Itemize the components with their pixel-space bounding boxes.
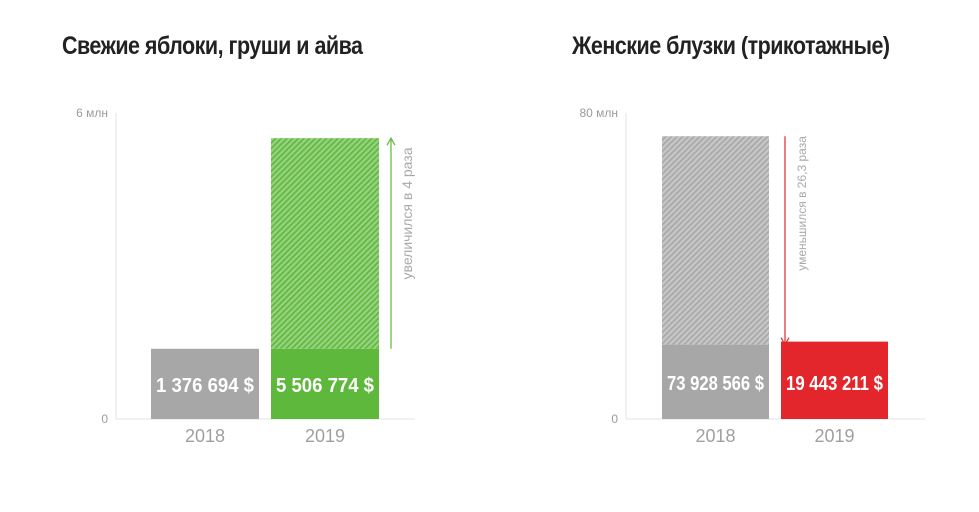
bar-2018	[662, 344, 769, 419]
bar-2019	[781, 341, 888, 419]
x-tick-label: 2018	[185, 426, 225, 446]
bar-value-label: 1 376 694 $	[156, 375, 254, 397]
chart-panel-blouses: Женские блузки (трикотажные) 0 80 млн 73 9…	[490, 0, 979, 512]
y-tick-label: 80 млн	[579, 106, 618, 120]
x-tick-label: 2019	[814, 426, 854, 446]
change-label: увеличился в 4 раза	[399, 147, 415, 279]
x-tick-label: 2018	[695, 426, 735, 446]
y-tick-label: 0	[101, 412, 108, 426]
bar-value-label: 5 506 774 $	[276, 375, 374, 397]
y-tick-label: 6 млн	[76, 106, 108, 120]
bar-2019	[271, 348, 379, 419]
change-arrow-head	[780, 337, 790, 346]
bar-value-label: 19 443 211 $	[786, 373, 883, 395]
bar-previous-level-hatch	[662, 136, 769, 345]
change-label: уменьшился в 26,3 раза	[795, 136, 809, 271]
x-tick-label: 2019	[305, 426, 345, 446]
chart-panel-apples: Свежие яблоки, груши и айва 0 6 млн 1 376 …	[62, 32, 415, 446]
bar-value-label: 73 928 566 $	[667, 373, 764, 395]
bar-2018	[151, 348, 259, 419]
chart-plot-apples: 0 6 млн 1 376 694 $ 2018 5 506 774 $ 2019 увел…	[76, 106, 415, 446]
chart-plot-blouses: 0 80 млн 73 928 566 $ 2018 19 443 211 $ 2019 у…	[579, 106, 925, 446]
y-tick-label: 0	[611, 412, 618, 426]
change-arrow-head	[386, 136, 396, 146]
bar-increase-hatch	[271, 138, 379, 349]
chart-title: Свежие яблоки, груши и айва	[62, 32, 363, 60]
chart-title: Женские блузки (трикотажные)	[572, 32, 890, 60]
